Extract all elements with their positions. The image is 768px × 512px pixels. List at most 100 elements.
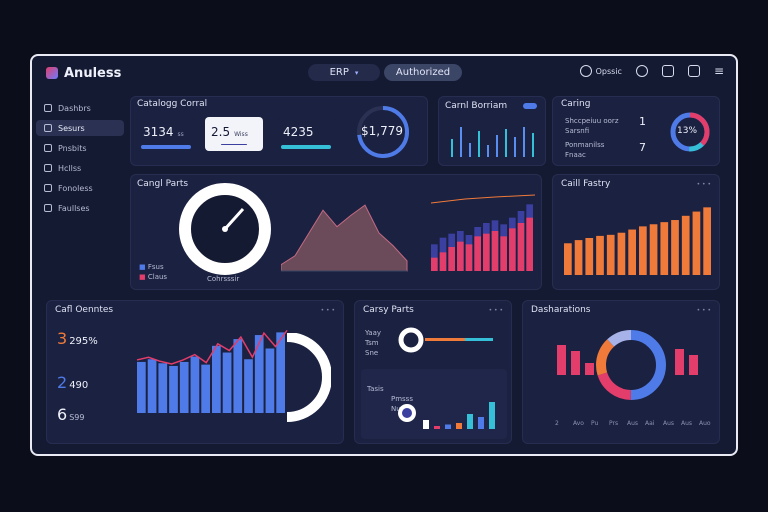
erp-label: ERP xyxy=(329,67,349,78)
sidebar-item-dashboard[interactable]: Dashbrs xyxy=(36,100,124,116)
kpi-bar-2 xyxy=(221,144,247,145)
overview-bar xyxy=(201,364,210,413)
gauge-dial xyxy=(179,183,271,275)
donut-tick-label: Auo xyxy=(699,420,711,427)
sidebar-item-sales[interactable]: Sesurs xyxy=(36,120,124,136)
kpi-panel: Catalogg Corral 3134 ss 2.5 Wiss 4235 $1,7… xyxy=(130,96,428,166)
overview-title: Cafl Oenntes xyxy=(55,305,114,315)
cash-spark-bar xyxy=(514,137,516,157)
middle-legend-2: Pmsss xyxy=(391,395,413,403)
clock-icon[interactable] xyxy=(635,65,648,77)
sidebar-item-finance[interactable]: Fonoless xyxy=(36,180,124,196)
overview-more-icon[interactable]: • • • xyxy=(320,307,335,314)
kpi-bar-3 xyxy=(281,145,331,149)
fiscal-bar xyxy=(564,243,572,275)
cash-spark-bar xyxy=(460,127,462,157)
overview-bar-chart xyxy=(136,329,288,413)
lock-icon[interactable] xyxy=(661,65,674,77)
gauge-legend-1: ■ Fsus xyxy=(139,263,164,271)
overview-bar xyxy=(276,332,285,413)
middle-bar xyxy=(467,414,473,429)
kpi-card-3[interactable]: 4235 xyxy=(277,117,335,151)
kpi-card-2[interactable]: 2.5 Wiss xyxy=(205,117,263,151)
overview-bar xyxy=(190,356,200,413)
catalog-row-2: Sarsnfi xyxy=(565,127,590,135)
cash-spark-bar xyxy=(523,127,525,157)
sidebar-item-products[interactable]: Pnsbits xyxy=(36,140,124,156)
sidebar-item-files[interactable]: Faullses xyxy=(36,200,124,216)
status-badge[interactable]: Authorized xyxy=(384,64,462,81)
sidebar: Dashbrs Sesurs Pnsbits Hcllss Fonoless F… xyxy=(36,100,124,220)
help-icon xyxy=(44,164,52,172)
kpi-card-1[interactable]: 3134 ss xyxy=(137,117,195,151)
gauge-caption: Cohrsssir xyxy=(207,275,240,283)
overview-panel: Cafl Oenntes • • • 3 295% 2 490 6 S99 xyxy=(46,300,344,444)
fiscal-bar xyxy=(692,211,701,275)
donut-panel: Dasharations • • • 2 Avo Pu Prs Aus Aai Aus Aus… xyxy=(522,300,720,444)
cash-spark-bar xyxy=(469,143,471,157)
donut-tick-label: Pu xyxy=(591,420,599,427)
overview-stat-2: 2 490 xyxy=(57,373,89,392)
brand[interactable]: Anuless xyxy=(46,66,121,81)
donut-side-bar xyxy=(571,351,580,375)
middle-sub-panel: Tasis Pmsss Nuoeo xyxy=(361,369,507,439)
catalog-title: Caring xyxy=(561,99,591,109)
donut-more-icon[interactable]: • • • xyxy=(696,307,711,314)
app-title: Anuless xyxy=(64,65,122,81)
middle-more-icon[interactable]: • • • xyxy=(488,307,503,314)
sidebar-item-help[interactable]: Hcllss xyxy=(36,160,124,176)
combo-bar-bottom xyxy=(439,252,447,271)
middle-bar xyxy=(423,420,429,429)
catalog-row-3: Ponmanilss xyxy=(565,141,605,149)
gauge-legend-2: ■ Claus xyxy=(139,273,168,281)
calendar-icon[interactable] xyxy=(687,65,700,77)
middle-bar xyxy=(489,402,495,429)
fiscal-more-icon[interactable]: • • • xyxy=(696,181,711,188)
overview-bar xyxy=(158,363,168,413)
fiscal-bar xyxy=(585,238,594,275)
combo-bar-bottom xyxy=(457,241,464,271)
middle-row-3: Sne xyxy=(365,349,379,357)
donut-chart: 2 Avo Pu Prs Aus Aai Aus Aus Auo xyxy=(555,330,711,427)
middle-bar xyxy=(445,424,451,429)
cash-spark-bar xyxy=(496,135,498,157)
donut-side-bar xyxy=(675,349,684,375)
donut-title: Dasharations xyxy=(531,305,591,315)
fiscal-bar xyxy=(606,234,615,275)
fiscal-bar xyxy=(703,207,711,275)
toggle-switch[interactable] xyxy=(523,103,537,109)
top-bar: Anuless ERP ▾ Authorized Opssic ≡ xyxy=(32,56,736,90)
area-chart xyxy=(281,204,408,272)
middle-row-2: Tsm xyxy=(365,339,379,347)
combo-bar-bottom xyxy=(526,217,533,271)
combo-bar-bottom xyxy=(474,236,481,271)
fiscal-bar xyxy=(596,235,604,275)
middle-title: Carsy Parts xyxy=(363,305,414,315)
overview-bar xyxy=(147,359,157,413)
user-icon xyxy=(579,65,592,77)
catalog-number-1: 1 xyxy=(639,115,646,128)
fiscal-bar xyxy=(574,240,583,275)
menu-icon[interactable]: ≡ xyxy=(713,64,724,78)
fiscal-bar xyxy=(628,229,636,275)
user-menu[interactable]: Opssic xyxy=(579,65,622,77)
donut-tick-label: Aus xyxy=(663,420,674,427)
overview-bar xyxy=(265,348,275,413)
donut-tick-label: Aus xyxy=(627,420,638,427)
middle-legend-1: Tasis xyxy=(367,385,384,393)
overview-bar xyxy=(212,345,221,413)
donut-side-bar xyxy=(557,345,566,375)
middle-bar xyxy=(456,423,462,429)
donut-slice xyxy=(596,330,666,400)
catalog-ring xyxy=(670,112,710,152)
kpi-bar-1 xyxy=(141,145,191,149)
erp-selector[interactable]: ERP ▾ xyxy=(308,64,380,81)
fiscal-bar xyxy=(681,215,690,275)
fiscal-bar xyxy=(660,222,669,275)
files-icon xyxy=(44,204,52,212)
combo-bar-bottom xyxy=(517,223,525,271)
donut-tick-label: Aai xyxy=(645,420,655,427)
combo-bar-bottom xyxy=(431,257,438,271)
overview-bar xyxy=(222,352,232,413)
overview-bar xyxy=(137,361,146,413)
